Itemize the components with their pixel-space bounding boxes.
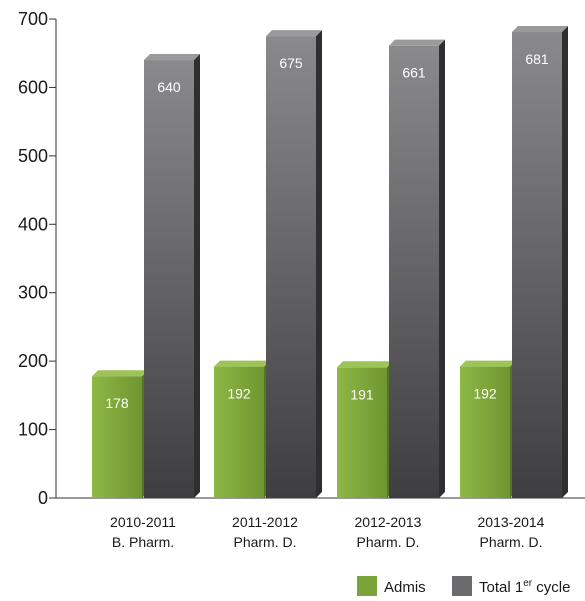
bar-admis-face xyxy=(92,376,142,498)
bar-total-face xyxy=(266,36,316,498)
data-label-total: 681 xyxy=(525,51,549,67)
bar-admis xyxy=(460,360,516,498)
data-label-admis: 192 xyxy=(473,386,497,402)
x-tick-label: 2013-2014 Pharm. D. xyxy=(478,514,545,550)
bar-total xyxy=(389,39,445,499)
labels: 178 640 2010-2011 B. Pharm. 192 675 2011-2012 P… xyxy=(105,51,549,550)
bar-total-top xyxy=(512,26,568,33)
bar-admis-top xyxy=(460,360,516,367)
bar-total-top xyxy=(266,30,322,37)
y-tick-label: 300 xyxy=(18,283,48,303)
data-label-total: 661 xyxy=(402,65,426,81)
bar-total-face xyxy=(512,32,562,498)
x-tick-label: 2012-2013 Pharm. D. xyxy=(355,514,422,550)
data-label-total: 640 xyxy=(157,79,181,95)
y-tick-label: 100 xyxy=(18,420,48,440)
bar-total-face xyxy=(144,60,194,499)
bar-total xyxy=(144,54,200,499)
legend-label-total: Total 1er cycle xyxy=(479,578,570,596)
y-tick-label: 200 xyxy=(18,351,48,371)
bar-admis xyxy=(214,360,270,498)
bar-total-side xyxy=(439,39,445,499)
legend-label-admis: Admis xyxy=(384,579,426,596)
y-tick-label: 700 xyxy=(18,9,48,29)
bar-total xyxy=(266,30,322,498)
legend-swatch-admis xyxy=(357,576,377,596)
bar-total-side xyxy=(194,54,200,499)
bar-total xyxy=(512,26,568,498)
x-tick-label: 2010-2011 B. Pharm. xyxy=(110,514,176,550)
bars xyxy=(92,26,568,499)
bar-admis xyxy=(337,361,393,498)
legend: Admis Total 1er cycle xyxy=(357,576,570,596)
y-tick-label: 0 xyxy=(38,488,48,508)
bar-total-top xyxy=(389,39,445,46)
bar-total-top xyxy=(144,54,200,61)
bar-admis-top xyxy=(337,361,393,368)
bar-admis-face xyxy=(460,366,510,498)
bar-total-side xyxy=(316,30,322,498)
bar-admis-face xyxy=(214,366,264,498)
y-tick-label: 500 xyxy=(18,146,48,166)
y-tick-label: 400 xyxy=(18,214,48,234)
legend-swatch-total xyxy=(452,576,472,596)
bar-admis-face xyxy=(337,367,387,498)
bar-total-side xyxy=(562,26,568,498)
bar-admis-top xyxy=(92,370,148,377)
data-label-admis: 191 xyxy=(350,386,374,402)
data-label-admis: 178 xyxy=(105,395,129,411)
data-label-admis: 192 xyxy=(227,386,251,402)
bar-admis xyxy=(92,370,148,498)
axes: 0 100 200 300 400 500 600 700 xyxy=(18,9,585,508)
x-tick-label: 2011-2012 Pharm. D. xyxy=(232,514,298,550)
data-label-total: 675 xyxy=(279,55,303,71)
bar-total-face xyxy=(389,45,439,499)
bar-admis-top xyxy=(214,360,270,367)
y-tick-label: 600 xyxy=(18,77,48,97)
